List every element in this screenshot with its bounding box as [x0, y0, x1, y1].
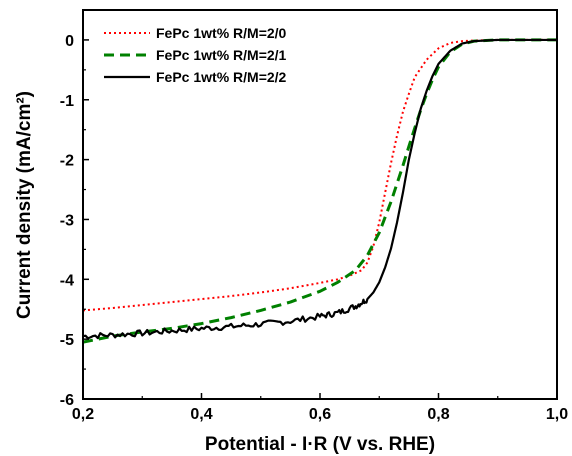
legend-label-2: FePc 1wt% R/M=2/1 — [156, 47, 287, 63]
legend-label-1: FePc 1wt% R/M=2/0 — [156, 25, 287, 41]
x-axis-title: Potential - I·R (V vs. RHE) — [205, 434, 435, 455]
x-tick-label: 0,6 — [309, 406, 331, 423]
x-tick-label: 0,2 — [72, 406, 94, 423]
plot-frame — [82, 9, 558, 400]
x-tick-label: 0,8 — [427, 406, 449, 423]
y-axis-ticks: -6 -5 -4 -3 -2 -1 0 — [60, 9, 89, 409]
series-line-2 — [82, 38, 557, 344]
y-tick-label: 0 — [65, 33, 74, 50]
y-axis-title: Current density (mA/cm²) — [14, 91, 35, 319]
x-tick-label: 1,0 — [546, 406, 568, 423]
series-layer — [82, 38, 557, 344]
y-tick-label: -6 — [60, 392, 74, 409]
x-tick-label: 0,4 — [190, 406, 212, 423]
series-line-1 — [82, 38, 557, 312]
legend: FePc 1wt% R/M=2/0 FePc 1wt% R/M=2/1 FePc 1… — [104, 25, 287, 85]
y-tick-label: -2 — [60, 153, 74, 170]
y-tick-label: -3 — [60, 212, 74, 229]
legend-label-3: FePc 1wt% R/M=2/2 — [156, 69, 287, 85]
y-tick-label: -1 — [60, 93, 74, 110]
y-tick-label: -4 — [60, 272, 74, 289]
y-tick-label: -5 — [60, 332, 74, 349]
series-line-3 — [82, 38, 557, 340]
x-axis-ticks: 0,2 0,4 0,6 0,8 1,0 — [72, 393, 568, 423]
